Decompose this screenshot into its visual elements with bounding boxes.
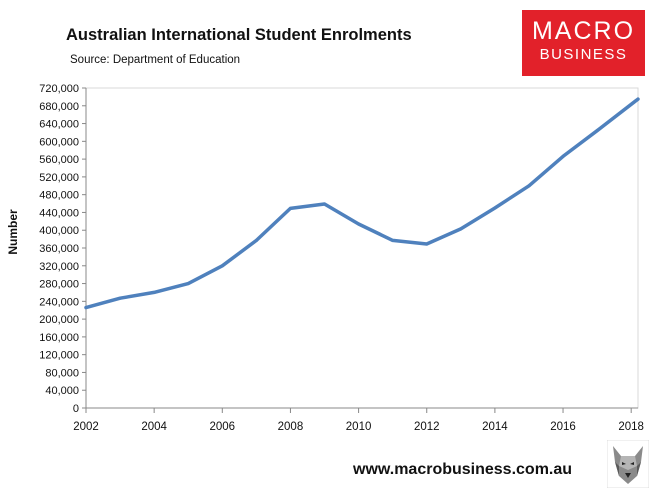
x-tick-label: 2014: [482, 421, 508, 433]
plot-area: [85, 87, 639, 409]
y-tick-label: 40,000: [45, 385, 79, 397]
y-tick-label: 240,000: [39, 296, 79, 308]
x-tick-label: 2008: [278, 421, 304, 433]
data-point: [527, 184, 531, 188]
macrobusiness-logo: MACRO BUSINESS: [522, 10, 645, 76]
wolf-logo-icon: [607, 440, 649, 488]
data-point: [357, 222, 361, 226]
x-tick-label: 2002: [73, 421, 99, 433]
y-tick-label: 200,000: [39, 314, 79, 326]
data-point: [561, 154, 565, 158]
x-tick-label: 2006: [209, 421, 235, 433]
y-tick-label: 480,000: [39, 190, 79, 202]
data-point: [636, 97, 640, 101]
y-tick-label: 560,000: [39, 154, 79, 166]
y-tick-label: 120,000: [39, 350, 79, 362]
y-axis-label: Number: [6, 209, 20, 255]
x-tick-label: 2018: [618, 421, 644, 433]
y-tick-label: 440,000: [39, 207, 79, 219]
line-chart: 0 40,000 80,000 120,000 160,000 200,000 240,00…: [6, 83, 644, 433]
data-point: [84, 306, 88, 310]
data-point: [152, 290, 156, 294]
x-tick-label: 2012: [414, 421, 440, 433]
data-point: [186, 282, 190, 286]
y-tick-label: 600,000: [39, 136, 79, 148]
y-tick-label: 80,000: [45, 367, 79, 379]
y-tick-label: 520,000: [39, 172, 79, 184]
y-tick-label: 280,000: [39, 279, 79, 291]
logo-line-1: MACRO: [531, 17, 636, 45]
y-tick-label: 720,000: [39, 83, 79, 95]
x-tick-label: 2004: [141, 421, 167, 433]
x-tick-label: 2010: [346, 421, 372, 433]
y-tick-label: 320,000: [39, 261, 79, 273]
y-tick-label: 400,000: [39, 225, 79, 237]
y-tick-label: 0: [73, 403, 79, 415]
y-tick-label: 360,000: [39, 243, 79, 255]
data-point: [459, 227, 463, 231]
chart-title: Australian International Student Enrolme…: [66, 26, 412, 44]
y-tick-label: 160,000: [39, 332, 79, 344]
website-url: www.macrobusiness.com.au: [353, 461, 573, 478]
data-point: [323, 202, 327, 206]
data-point: [254, 238, 258, 242]
series-line-0: [84, 97, 640, 310]
logo-line-2: BUSINESS: [539, 46, 628, 63]
data-point: [220, 264, 224, 268]
data-point: [595, 129, 599, 133]
data-point: [391, 238, 395, 242]
x-tick-label: 2016: [550, 421, 576, 433]
data-point: [493, 206, 497, 210]
y-tick-label: 640,000: [39, 119, 79, 131]
data-point: [288, 206, 292, 210]
chart-subtitle: Source: Department of Education: [70, 54, 241, 66]
data-point: [118, 296, 122, 300]
y-tick-label: 680,000: [39, 101, 79, 113]
data-point: [425, 242, 429, 246]
